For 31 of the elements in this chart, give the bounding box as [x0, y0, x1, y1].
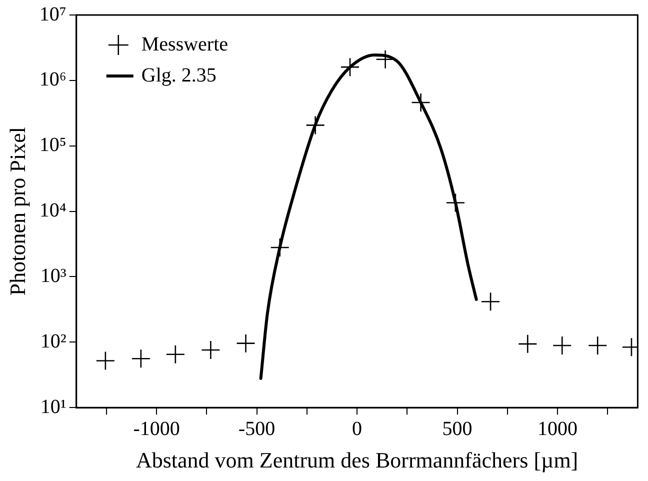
x-tick-label: -500	[238, 418, 276, 440]
point	[131, 348, 151, 368]
x-tick-label: 500	[442, 418, 472, 440]
legend-label: Messwerte	[141, 33, 228, 56]
point	[166, 344, 186, 364]
y-tick-label: 10⁷	[39, 3, 66, 26]
point	[270, 238, 290, 258]
point	[201, 340, 220, 360]
y-tick-label: 10⁵	[39, 134, 66, 156]
point	[96, 351, 116, 370]
point	[588, 336, 608, 356]
y-tick-label: 10²	[40, 330, 66, 352]
y-tick-label: 10⁴	[39, 200, 66, 222]
line-series	[259, 53, 478, 380]
point	[411, 92, 430, 112]
y-axis-title: Photonen pro Pixel	[4, 126, 30, 296]
x-axis-title: Abstand vom Zentrum des Borrmannfächers [µm]	[136, 448, 578, 473]
point	[306, 116, 325, 135]
y-tick-label: 10⁶	[39, 68, 66, 91]
point	[376, 50, 395, 69]
x-tick-label: 1000	[538, 418, 578, 440]
x-tick-label: 0	[352, 418, 362, 440]
point	[236, 334, 256, 353]
y-tick-label: 10¹	[40, 396, 66, 418]
point	[480, 292, 500, 312]
point	[518, 334, 538, 354]
x-tick-label: -1000	[133, 418, 180, 440]
legend-label: Glg. 2.35	[141, 64, 216, 86]
y-tick-label: 10³	[40, 264, 66, 287]
point	[552, 336, 572, 356]
point	[340, 57, 360, 77]
